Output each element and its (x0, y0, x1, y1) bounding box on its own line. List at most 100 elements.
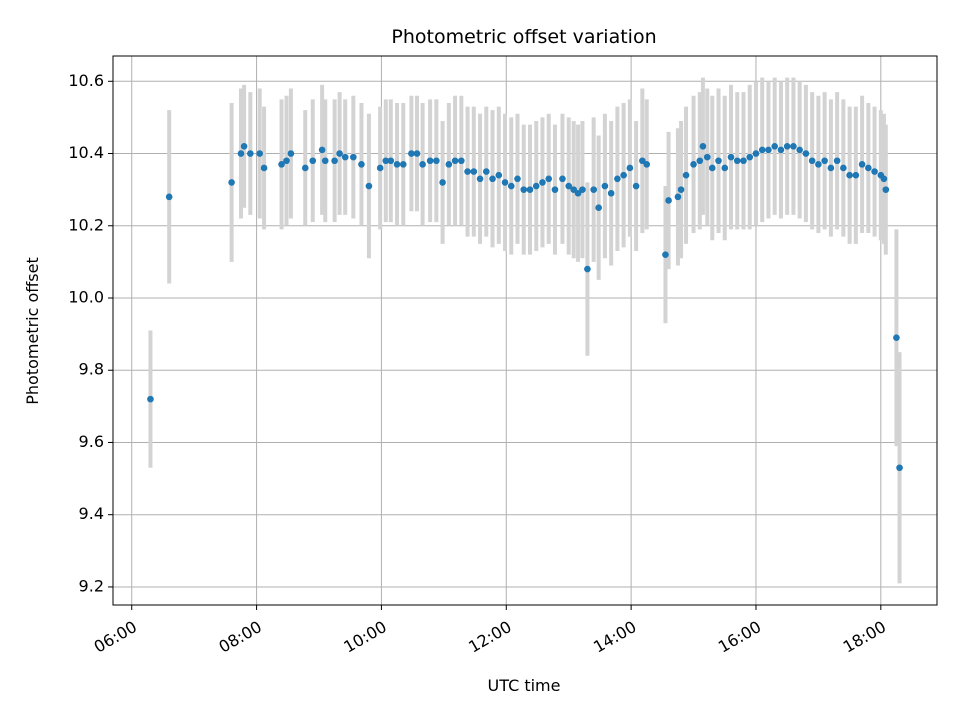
data-point (165, 193, 173, 201)
data-point (715, 157, 722, 165)
data-point (595, 204, 602, 211)
data-point (426, 157, 434, 165)
data-point (336, 150, 343, 157)
data-point (507, 182, 515, 190)
data-point (495, 171, 503, 179)
data-point (896, 464, 903, 472)
y-tick-label: 9.4 (79, 504, 104, 523)
data-point (682, 171, 690, 179)
data-point (520, 186, 528, 193)
y-tick-label: 9.2 (79, 576, 104, 595)
data-point (662, 251, 669, 258)
data-point (690, 161, 697, 168)
data-point (882, 186, 890, 193)
data-point (376, 164, 384, 172)
data-point (893, 334, 900, 342)
data-point (579, 186, 586, 193)
data-point (796, 146, 803, 154)
data-point (237, 150, 245, 157)
data-point (827, 164, 835, 172)
data-point (802, 150, 810, 157)
data-point (846, 171, 853, 179)
data-point (703, 153, 711, 161)
data-point (746, 153, 754, 161)
point-layer (147, 142, 903, 472)
data-point (260, 164, 268, 172)
data-point (318, 146, 326, 154)
data-point (840, 164, 847, 172)
data-point (551, 186, 559, 193)
data-point (350, 153, 357, 161)
data-point (815, 161, 822, 168)
data-point (632, 182, 640, 190)
data-point (765, 146, 772, 154)
data-point (419, 161, 426, 168)
data-point (590, 186, 597, 193)
data-point (574, 189, 582, 197)
data-point (331, 157, 338, 165)
data-point (559, 175, 566, 183)
data-point (727, 153, 735, 161)
data-point (399, 161, 407, 168)
data-point (733, 157, 741, 165)
data-point (620, 171, 627, 179)
data-point (321, 157, 329, 165)
data-point (570, 186, 577, 193)
data-point (501, 179, 509, 186)
data-point (247, 150, 254, 157)
data-point (865, 164, 872, 172)
data-point (871, 168, 878, 175)
data-point (393, 161, 401, 168)
y-axis-label: Photometric offset (23, 257, 42, 405)
y-tick-label: 9.8 (79, 360, 104, 379)
data-point (451, 157, 459, 165)
x-axis-label: UTC time (488, 676, 561, 695)
data-point (721, 164, 729, 172)
data-point (256, 150, 263, 157)
data-point (777, 146, 785, 154)
data-point (464, 168, 471, 175)
data-point (365, 182, 373, 190)
data-point (341, 153, 349, 161)
data-point (790, 142, 797, 150)
data-point (758, 146, 766, 154)
data-point (677, 186, 685, 193)
data-point (408, 150, 415, 157)
data-point (526, 186, 534, 193)
y-tick-label: 9.6 (79, 432, 104, 451)
plot-frame (112, 55, 938, 606)
data-point (413, 150, 421, 157)
data-point (439, 179, 446, 186)
data-point (514, 175, 521, 183)
data-point (833, 157, 841, 165)
data-point (696, 157, 704, 165)
data-point (539, 179, 546, 186)
data-point (358, 161, 365, 168)
data-point (674, 193, 682, 201)
data-point (433, 157, 440, 165)
data-point (470, 168, 478, 175)
data-point (821, 157, 828, 165)
data-point (783, 142, 791, 150)
data-point (852, 171, 860, 179)
y-tick-label: 10.0 (68, 287, 104, 306)
data-point (287, 150, 295, 157)
data-point (228, 179, 235, 186)
y-tick-label: 10.4 (68, 143, 104, 162)
data-point (740, 157, 747, 165)
data-point (283, 157, 290, 165)
data-point (545, 175, 553, 183)
data-point (240, 142, 248, 150)
data-point (699, 142, 707, 150)
data-point (708, 164, 716, 172)
data-point (643, 161, 651, 168)
data-point (880, 175, 888, 183)
data-point (458, 157, 465, 165)
data-point (482, 168, 490, 175)
data-point (771, 142, 778, 150)
data-point (565, 182, 572, 190)
data-point (607, 189, 615, 197)
